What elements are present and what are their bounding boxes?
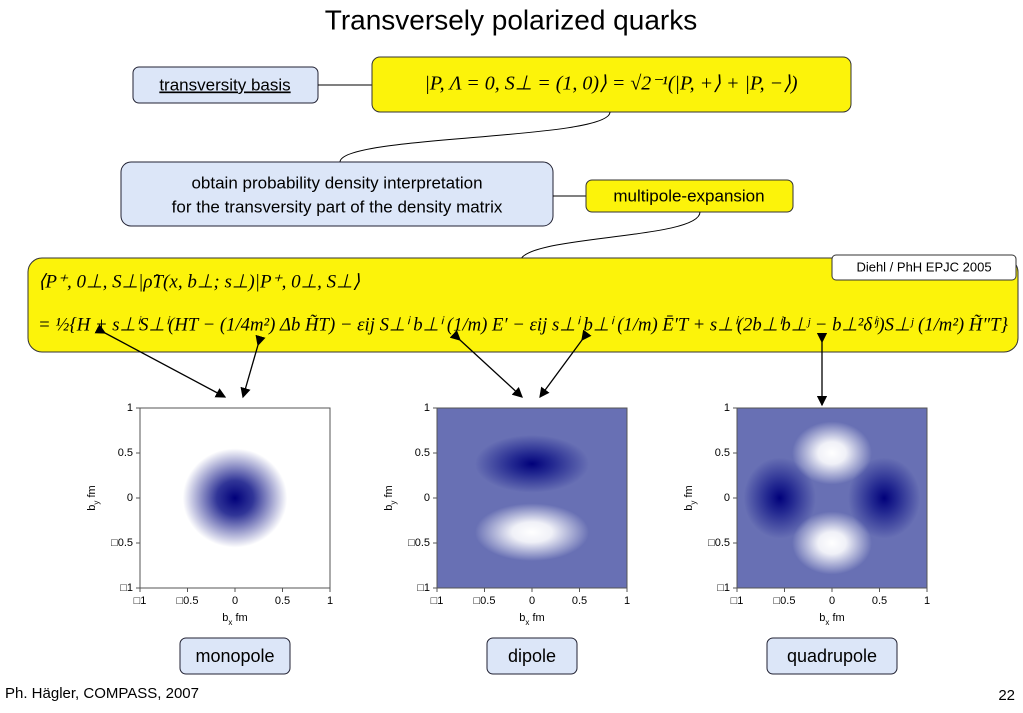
basis-label[interactable]: transversity basis: [159, 75, 290, 94]
label-part: fm: [529, 612, 544, 624]
x-tick-label: 0: [829, 595, 835, 607]
interpretation-box: [120, 161, 554, 227]
y-axis-label: by fm: [383, 485, 398, 510]
expansion-label: multipole-expansion: [613, 186, 764, 205]
label-part: b: [519, 612, 525, 624]
label-part: b: [683, 505, 695, 511]
expansion-box: [585, 179, 794, 213]
label-part: fm: [86, 485, 98, 500]
connector: [519, 211, 701, 263]
density-blob: [792, 421, 872, 485]
label-part: y: [689, 501, 698, 505]
plot-name-box: [179, 637, 291, 675]
label-part: b: [86, 505, 98, 511]
x-tick-label: 0.5: [872, 595, 887, 607]
density-formula: = ½{H + s⊥ⁱS⊥ⁱ(HT − (1/4m²) Δb H̃T) − εi…: [38, 314, 1008, 335]
y-axis-label: by fm: [683, 485, 698, 510]
basis-formula: |P, Λ = 0, S⊥ = (1, 0)⟩ = √2⁻¹(|P, +⟩ + …: [424, 73, 797, 95]
title: Transversely polarized quarks: [325, 4, 697, 35]
label-part: fm: [383, 485, 395, 500]
y-tick-label: 0.5: [415, 447, 430, 459]
label-part: x: [228, 618, 232, 627]
y-tick-label: 0: [424, 492, 430, 504]
y-tick-label: 0.5: [118, 447, 133, 459]
density-blob: [475, 503, 589, 561]
plot-name: quadrupole: [787, 646, 877, 666]
x-tick-label: □1: [134, 595, 147, 607]
label-part: y: [389, 501, 398, 505]
reference-box: [831, 254, 1017, 281]
x-tick-label: 0.5: [572, 595, 587, 607]
y-tick-label: 0: [724, 492, 730, 504]
density-blob: [475, 435, 589, 493]
x-tick-label: 0: [529, 595, 535, 607]
x-tick-label: 0: [232, 595, 238, 607]
interpretation-line: obtain probability density interpretatio…: [191, 173, 482, 192]
x-tick-label: 1: [327, 595, 333, 607]
density-blob: [743, 457, 816, 539]
y-tick-label: 0.5: [715, 447, 730, 459]
plot-name-box: [766, 637, 898, 675]
density-box: [27, 257, 1019, 353]
x-tick-label: 1: [624, 595, 630, 607]
y-tick-label: □1: [417, 582, 430, 594]
x-tick-label: □0.5: [177, 595, 199, 607]
label-part: x: [825, 618, 829, 627]
label-part: fm: [683, 485, 695, 500]
formula-box: [371, 56, 852, 113]
y-tick-label: □1: [120, 582, 133, 594]
x-tick-label: 0.5: [275, 595, 290, 607]
y-tick-label: □0.5: [708, 537, 730, 549]
density-blob: [848, 457, 921, 539]
label-part: fm: [232, 612, 247, 624]
label-part: x: [525, 618, 529, 627]
density-formula: ⟨P⁺, 0⊥, S⊥|ρ̂T(x, b⊥; s⊥)|P⁺, 0⊥, S⊥⟩: [38, 271, 361, 292]
x-tick-label: □0.5: [474, 595, 496, 607]
y-tick-label: 1: [724, 402, 730, 414]
x-axis-label: bx fm: [222, 612, 247, 627]
x-tick-label: □1: [431, 595, 444, 607]
y-tick-label: □0.5: [408, 537, 430, 549]
label-part: b: [819, 612, 825, 624]
label-part: b: [383, 505, 395, 511]
x-axis-label: bx fm: [819, 612, 844, 627]
y-tick-label: □1: [717, 582, 730, 594]
plot-name: dipole: [508, 646, 556, 666]
plot-name-box: [486, 637, 578, 675]
x-tick-label: □1: [731, 595, 744, 607]
label-part: y: [92, 501, 101, 505]
x-axis-label: bx fm: [519, 612, 544, 627]
y-tick-label: □0.5: [111, 537, 133, 549]
x-tick-label: □0.5: [774, 595, 796, 607]
arrows: [94, 324, 828, 407]
density-blob: [792, 511, 872, 575]
footer-author: Ph. Hägler, COMPASS, 2007: [5, 685, 199, 702]
y-tick-label: 0: [127, 492, 133, 504]
plot-name: monopole: [195, 646, 274, 666]
interpretation-line: for the transversity part of the density…: [172, 197, 503, 216]
label-part: fm: [829, 612, 844, 624]
y-axis-label: by fm: [86, 485, 101, 510]
connector: [339, 111, 611, 163]
x-tick-label: 1: [924, 595, 930, 607]
y-tick-label: 1: [424, 402, 430, 414]
reference: Diehl / PhH EPJC 2005: [856, 259, 991, 274]
density-blob: [182, 448, 288, 548]
page-number: 22: [998, 687, 1015, 704]
y-tick-label: 1: [127, 402, 133, 414]
label-part: b: [222, 612, 228, 624]
